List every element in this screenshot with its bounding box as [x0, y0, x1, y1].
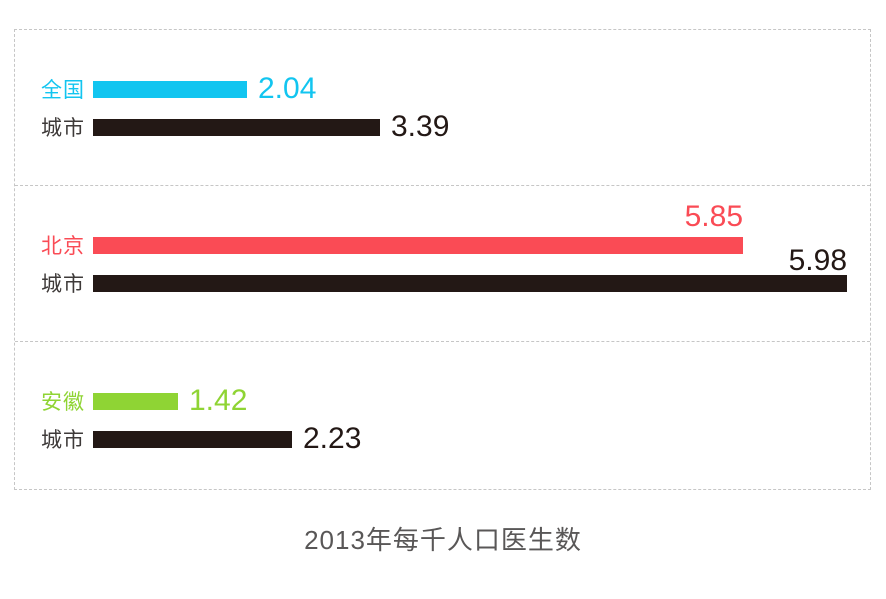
chart-frame: 全国 2.04 城市 3.39 5.85 北京 5.98 城市 安徽 1.42 城市 2.23 — [14, 29, 871, 490]
bar-value: 3.39 — [391, 110, 450, 143]
bar — [93, 392, 178, 410]
bar-value: 2.23 — [303, 422, 362, 455]
bar-value: 1.42 — [189, 384, 248, 417]
bar-value: 5.85 — [684, 200, 743, 233]
bar — [93, 118, 380, 136]
bar-value: 2.04 — [258, 72, 317, 105]
bar — [93, 236, 743, 254]
bar-row: 全国 2.04 — [41, 72, 316, 106]
chart-panel: 5.85 北京 5.98 城市 — [15, 185, 870, 341]
bar-label: 北京 — [41, 235, 85, 258]
chart-title: 2013年每千人口医生数 — [304, 525, 582, 555]
bar — [93, 274, 847, 292]
bar — [93, 80, 247, 98]
bar-label: 城市 — [41, 273, 85, 296]
bar-label: 安徽 — [41, 391, 85, 414]
bar-row: 城市 — [41, 266, 847, 300]
bar-row: 城市 2.23 — [41, 422, 361, 456]
bar-label: 城市 — [41, 429, 85, 452]
bar-row: 安徽 1.42 — [41, 384, 247, 418]
bar-label: 城市 — [41, 117, 85, 140]
bar-row: 北京 — [41, 228, 743, 262]
bar-value: 5.98 — [788, 244, 847, 277]
bar-label: 全国 — [41, 79, 85, 102]
bar — [93, 430, 292, 448]
chart-panel: 全国 2.04 城市 3.39 — [15, 30, 870, 185]
bar-row: 城市 3.39 — [41, 110, 449, 144]
chart-panel: 安徽 1.42 城市 2.23 — [15, 341, 870, 491]
